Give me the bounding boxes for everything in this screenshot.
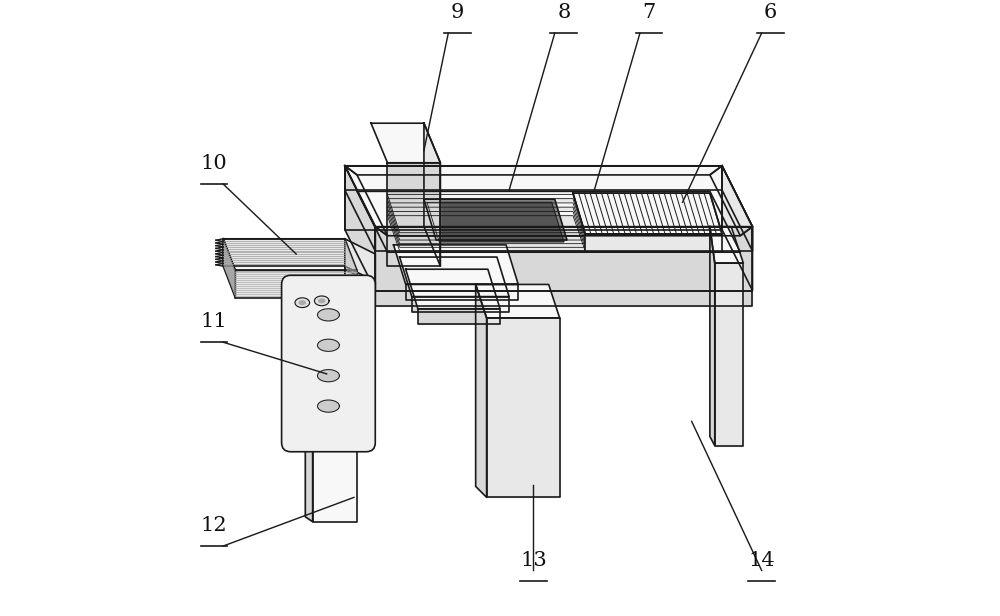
Polygon shape bbox=[345, 278, 375, 306]
Polygon shape bbox=[387, 216, 585, 251]
Polygon shape bbox=[710, 227, 743, 263]
Text: 14: 14 bbox=[748, 551, 775, 570]
Polygon shape bbox=[223, 239, 345, 266]
Polygon shape bbox=[375, 227, 752, 291]
Polygon shape bbox=[394, 245, 518, 285]
Polygon shape bbox=[345, 166, 722, 190]
Text: 6: 6 bbox=[764, 3, 777, 22]
Polygon shape bbox=[295, 298, 310, 307]
Polygon shape bbox=[318, 309, 339, 321]
Polygon shape bbox=[424, 123, 440, 266]
Polygon shape bbox=[406, 269, 500, 309]
FancyBboxPatch shape bbox=[282, 275, 375, 452]
Polygon shape bbox=[722, 166, 752, 291]
Polygon shape bbox=[345, 166, 722, 230]
Polygon shape bbox=[345, 166, 375, 291]
Polygon shape bbox=[387, 207, 585, 244]
Polygon shape bbox=[715, 263, 743, 445]
Polygon shape bbox=[345, 166, 375, 251]
Text: 12: 12 bbox=[201, 516, 227, 535]
Text: 11: 11 bbox=[201, 312, 227, 331]
Polygon shape bbox=[418, 309, 500, 324]
Polygon shape bbox=[318, 400, 339, 412]
Polygon shape bbox=[427, 202, 564, 242]
Polygon shape bbox=[318, 370, 339, 382]
Polygon shape bbox=[318, 339, 339, 351]
Polygon shape bbox=[345, 166, 722, 175]
Polygon shape bbox=[345, 266, 375, 291]
Polygon shape bbox=[345, 239, 375, 285]
Polygon shape bbox=[235, 270, 357, 298]
Polygon shape bbox=[722, 166, 752, 251]
Polygon shape bbox=[371, 123, 440, 163]
Text: 13: 13 bbox=[520, 551, 547, 570]
Polygon shape bbox=[313, 336, 357, 522]
Polygon shape bbox=[710, 227, 715, 445]
Polygon shape bbox=[387, 211, 585, 247]
Polygon shape bbox=[585, 234, 722, 252]
Polygon shape bbox=[375, 227, 752, 251]
Text: 9: 9 bbox=[451, 3, 464, 22]
Polygon shape bbox=[476, 285, 560, 318]
Polygon shape bbox=[357, 192, 740, 252]
Polygon shape bbox=[366, 294, 372, 434]
Polygon shape bbox=[223, 239, 357, 270]
Polygon shape bbox=[223, 239, 235, 298]
Polygon shape bbox=[299, 301, 305, 304]
Text: 7: 7 bbox=[642, 3, 656, 22]
Polygon shape bbox=[400, 257, 509, 296]
Polygon shape bbox=[319, 299, 325, 302]
Polygon shape bbox=[314, 296, 329, 306]
Polygon shape bbox=[573, 193, 722, 234]
Text: 8: 8 bbox=[557, 3, 571, 22]
Polygon shape bbox=[387, 163, 440, 266]
Polygon shape bbox=[424, 199, 567, 240]
Text: 10: 10 bbox=[201, 154, 227, 173]
Polygon shape bbox=[305, 331, 313, 522]
Polygon shape bbox=[487, 318, 560, 497]
Polygon shape bbox=[387, 198, 585, 237]
Polygon shape bbox=[412, 296, 509, 312]
Polygon shape bbox=[345, 166, 387, 236]
Polygon shape bbox=[406, 285, 518, 299]
Polygon shape bbox=[387, 203, 585, 240]
Polygon shape bbox=[476, 285, 487, 497]
Polygon shape bbox=[387, 195, 585, 233]
Polygon shape bbox=[710, 166, 752, 236]
Polygon shape bbox=[305, 331, 357, 336]
Polygon shape bbox=[375, 291, 752, 306]
Polygon shape bbox=[375, 227, 752, 236]
